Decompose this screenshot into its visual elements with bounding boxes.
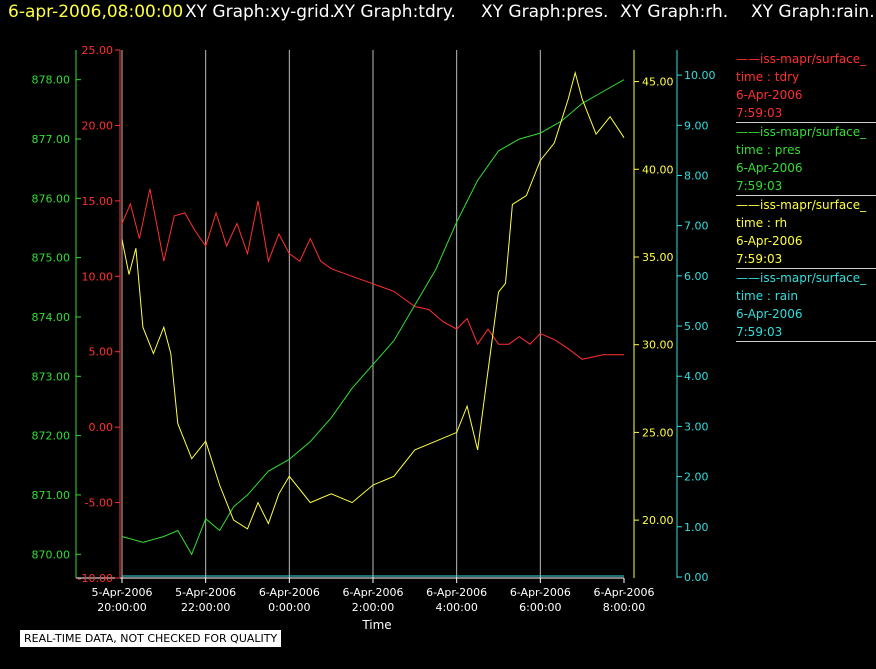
tdry-series-line	[121, 188, 624, 360]
header-title-rain: XY Graph:rain.	[751, 2, 875, 22]
pres-tick-label: 874.00	[32, 311, 71, 324]
pres-tick-label: 873.00	[32, 370, 71, 383]
rain-tick-label: 5.00	[684, 320, 709, 333]
tdry-tick-label: 5.00	[89, 346, 114, 359]
x-tick-label: 6-Apr-2006	[259, 586, 320, 599]
pres-tick-label: 872.00	[32, 430, 71, 443]
rh-tick-label: 40.00	[642, 163, 674, 176]
tdry-tick-label: -5.00	[85, 497, 113, 510]
x-tick-label: 6:00:00	[519, 601, 561, 614]
header-title-rh: XY Graph:rh.	[620, 2, 729, 22]
legend-entry-pres: ——iss-mapr/surface_ time : pres 6-Apr-20…	[736, 123, 876, 196]
x-tick-label: 5-Apr-2006	[175, 586, 236, 599]
header-title-tdry: XY Graph:tdry.	[333, 2, 456, 22]
pres-tick-label: 875.00	[32, 252, 71, 265]
rain-tick-label: 9.00	[684, 119, 709, 132]
x-tick-label: 20:00:00	[97, 601, 146, 614]
rain-tick-label: 7.00	[684, 220, 709, 233]
x-tick-label: 6-Apr-2006	[342, 586, 403, 599]
legend-variable: time : rain	[736, 289, 799, 303]
legend-variable: time : tdry	[736, 70, 800, 84]
x-tick-label: 8:00:00	[603, 601, 645, 614]
legend-time: 7:59:03	[736, 106, 783, 120]
gridlines	[121, 50, 541, 578]
legend-entry-rh: ——iss-mapr/surface_ time : rh 6-Apr-2006…	[736, 196, 876, 269]
pres-tick-label: 876.00	[32, 192, 71, 205]
quality-notice: REAL-TIME DATA, NOT CHECKED FOR QUALITY	[20, 630, 282, 647]
legend-entry-tdry: ——iss-mapr/surface_ time : tdry 6-Apr-20…	[736, 50, 876, 123]
pres-tick-label: 877.00	[32, 133, 71, 146]
tdry-tick-label: 15.00	[82, 195, 114, 208]
legend-series-name: ——iss-mapr/surface_	[736, 271, 867, 285]
x-tick-label: 6-Apr-2006	[510, 586, 571, 599]
legend-series-name: ——iss-mapr/surface_	[736, 198, 867, 212]
rain-tick-label: 10.00	[684, 69, 716, 82]
rh-tick-label: 25.00	[642, 426, 674, 439]
legend: ——iss-mapr/surface_ time : tdry 6-Apr-20…	[736, 50, 876, 342]
pres-tick-label: 871.00	[32, 489, 71, 502]
rain-tick-label: 4.00	[684, 370, 709, 383]
tdry-tick-label: 25.00	[82, 44, 114, 57]
legend-time: 7:59:03	[736, 325, 783, 339]
pres-tick-label: 878.00	[32, 74, 71, 87]
legend-variable: time : rh	[736, 216, 788, 230]
x-tick-label: 6-Apr-2006	[593, 586, 654, 599]
header-bar: 6-apr-2006,08:00:00 XY Graph:xy-grid. XY…	[0, 0, 876, 30]
legend-time: 7:59:03	[736, 252, 783, 266]
x-axis-label: Time	[361, 618, 391, 632]
rh-tick-label: 45.00	[642, 76, 674, 89]
rain-tick-label: 1.00	[684, 521, 709, 534]
tdry-tick-label: -10.00	[78, 572, 113, 585]
tdry-tick-label: 20.00	[82, 119, 114, 132]
rain-tick-label: 6.00	[684, 270, 709, 283]
header-title-pres: XY Graph:pres.	[481, 2, 609, 22]
x-tick-label: 2:00:00	[352, 601, 394, 614]
rain-tick-label: 3.00	[684, 420, 709, 433]
legend-series-name: ——iss-mapr/surface_	[736, 52, 867, 66]
legend-date: 6-Apr-2006	[736, 307, 803, 321]
header-timestamp: 6-apr-2006,08:00:00	[8, 2, 184, 22]
legend-variable: time : pres	[736, 143, 801, 157]
tdry-tick-label: 0.00	[89, 421, 114, 434]
pres-series-line	[121, 79, 625, 556]
legend-entry-rain: ——iss-mapr/surface_ time : rain 6-Apr-20…	[736, 269, 876, 342]
rain-tick-label: 2.00	[684, 471, 709, 484]
rain-tick-label: 8.00	[684, 169, 709, 182]
rh-tick-label: 35.00	[642, 251, 674, 264]
tdry-tick-label: 10.00	[82, 270, 114, 283]
pres-tick-label: 870.00	[32, 548, 71, 561]
x-tick-label: 4:00:00	[435, 601, 477, 614]
legend-date: 6-Apr-2006	[736, 88, 803, 102]
rh-tick-label: 30.00	[642, 339, 674, 352]
legend-series-name: ——iss-mapr/surface_	[736, 125, 867, 139]
x-tick-label: 5-Apr-2006	[91, 586, 152, 599]
x-tick-label: 0:00:00	[268, 601, 310, 614]
axis-layer: 5-Apr-2006 20:00:00 5-Apr-2006 22:00:00 6-Ap…	[32, 44, 716, 614]
x-tick-label: 22:00:00	[181, 601, 230, 614]
x-tick-label: 6-Apr-2006	[426, 586, 487, 599]
legend-date: 6-Apr-2006	[736, 234, 803, 248]
rain-tick-label: 0.00	[684, 571, 709, 584]
header-title-xy-grid: XY Graph:xy-grid.	[185, 2, 335, 22]
rh-tick-label: 20.00	[642, 514, 674, 527]
legend-time: 7:59:03	[736, 179, 783, 193]
series-layer	[121, 70, 625, 577]
legend-date: 6-Apr-2006	[736, 161, 803, 175]
rh-series-line	[121, 70, 625, 530]
